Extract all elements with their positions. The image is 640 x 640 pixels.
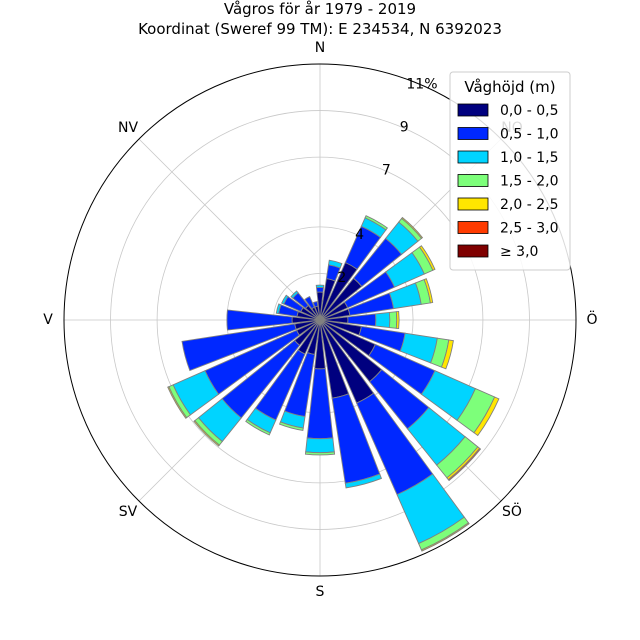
rose-bar-segment: [281, 294, 289, 305]
rose-bar-segment: [245, 418, 271, 436]
direction-label-n: N: [315, 40, 325, 56]
legend-items: 0,0 - 0,5 0,5 - 1,0 1,0 - 1,5 1,5 - 2,0 2,0 …: [457, 103, 558, 260]
rose-bar-segment: [304, 295, 315, 310]
rose-bar-segment: [447, 447, 482, 482]
rose-bar-segment: [315, 284, 325, 289]
direction-label-so: SÖ: [502, 502, 522, 520]
legend-entry-label: 1,0 - 1,5: [500, 150, 558, 166]
rose-bar-segment: [388, 311, 398, 329]
rose-bar-segment: [193, 419, 221, 447]
legend-entry-label: 1,5 - 2,0: [500, 174, 558, 190]
legend-entry-label: ≥ 3,0: [500, 244, 538, 260]
direction-label-o: Ö: [586, 310, 597, 328]
rose-bar-segment: [279, 421, 304, 431]
chart-subtitle: Koordinat (Sweref 99 TM): E 234534, N 63…: [138, 20, 502, 38]
rose-bar-segment: [395, 310, 400, 330]
radial-tick-label: 7: [382, 162, 391, 178]
rose-bar-segment: [328, 259, 343, 269]
legend-entry-label: 0,0 - 0,5: [500, 103, 558, 119]
chart-title: Vågros för år 1979 - 2019: [224, 0, 416, 18]
legend-title: Våghöjd (m): [464, 78, 555, 96]
legend-swatch: [457, 221, 489, 234]
legend-swatch: [457, 197, 489, 211]
direction-label-s: S: [316, 584, 325, 600]
rose-bar-segment: [181, 323, 297, 372]
legend-entry-label: 2,0 - 2,5: [500, 197, 558, 213]
rose-bar-segment: [290, 290, 299, 299]
rose-bar-segment: [312, 301, 319, 308]
legend: Våghöjd (m) 0,0 - 0,5 0,5 - 1,0 1,0 - 1,5 1…: [449, 71, 571, 271]
grid-spoke: [138, 138, 321, 321]
direction-label-v: V: [43, 312, 53, 328]
radial-tick-label: 9: [400, 119, 409, 135]
radial-tick-labels: 2 4 7 9 11%: [337, 76, 437, 286]
legend-swatch: [457, 150, 489, 164]
rose-bar-segment: [418, 245, 436, 271]
rose-bar-segment: [473, 396, 500, 437]
rose-bar-segment: [275, 303, 282, 315]
legend-entry-label: 0,5 - 1,0: [500, 127, 558, 143]
direction-label-sv: SV: [119, 504, 138, 520]
radial-tick-label: 4: [355, 227, 364, 243]
legend-swatch: [457, 103, 489, 117]
rose-bar-segment: [226, 309, 293, 331]
direction-label-nv: NV: [118, 120, 138, 136]
rose-bar-segment: [305, 437, 335, 454]
rose-bar-segment: [375, 311, 391, 329]
rose-bar-segment: [423, 278, 434, 304]
rose-bars: [167, 215, 500, 552]
radial-tick-label: 11%: [406, 76, 437, 92]
legend-swatch: [457, 174, 489, 187]
radial-tick-label: 2: [337, 270, 346, 286]
rose-bar-segment: [364, 215, 388, 231]
rose-bar-segment: [304, 451, 336, 456]
rose-bar-segment: [420, 522, 470, 552]
rose-bar-segment: [344, 473, 383, 489]
rose-bar-segment: [167, 386, 188, 419]
legend-swatch: [457, 244, 489, 258]
polar-outline: [63, 63, 577, 577]
legend-swatch: [457, 127, 489, 140]
legend-box: [449, 71, 571, 271]
legend-entry-label: 2,5 - 3,0: [500, 221, 558, 237]
rose-bar-segment: [401, 216, 424, 239]
rose-bar-segment: [315, 286, 325, 293]
rose-bar-segment: [440, 339, 454, 370]
